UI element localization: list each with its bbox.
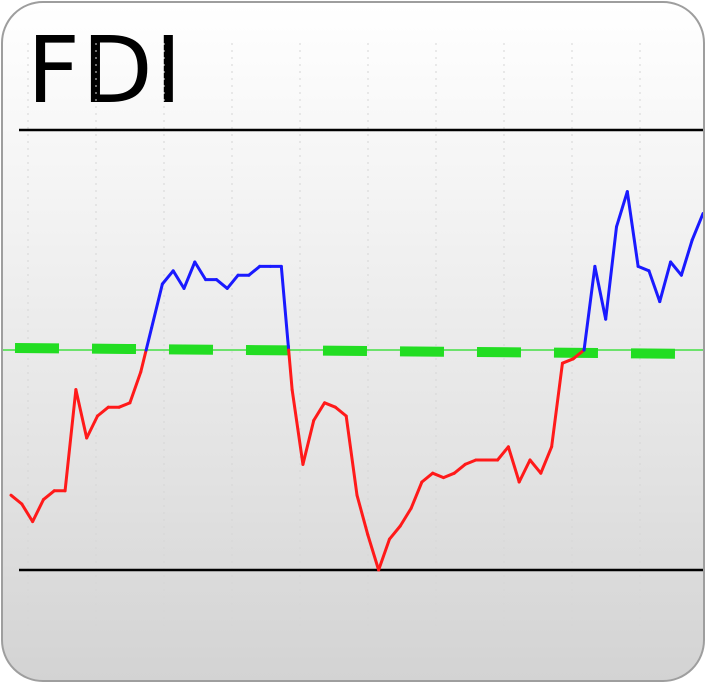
fdi-line-segment bbox=[139, 348, 148, 374]
fdi-line-segment bbox=[539, 445, 554, 475]
fdi-line-segment bbox=[463, 458, 478, 466]
fdi-line-segment bbox=[528, 458, 543, 475]
fdi-line-segment bbox=[323, 401, 337, 409]
fdi-line-segment bbox=[96, 405, 110, 418]
fdi-line-segment bbox=[496, 445, 510, 462]
fdi-line-segment bbox=[582, 264, 597, 352]
fdi-line-segment bbox=[117, 401, 132, 409]
fdi-line-segment bbox=[85, 414, 99, 440]
fdi-line-segment bbox=[442, 471, 456, 480]
fdi-line-segment bbox=[377, 537, 391, 572]
fdi-line-segment bbox=[452, 462, 467, 475]
fdi-line-segment bbox=[144, 326, 154, 352]
fdi-line-segment bbox=[387, 524, 402, 541]
fdi-line-segment bbox=[74, 388, 89, 440]
fdi-line-segment bbox=[287, 348, 294, 392]
fdi-line-segment bbox=[63, 388, 78, 493]
fdi-line-segment bbox=[625, 190, 640, 268]
fdi-line-segment bbox=[279, 264, 291, 352]
fdi-line-segment bbox=[506, 445, 521, 484]
fdi-line-segment bbox=[690, 212, 703, 242]
fdi-line-segment bbox=[593, 264, 608, 321]
fdi-line-segment bbox=[560, 357, 575, 365]
fdi-chart bbox=[3, 43, 703, 643]
fdi-line-segment bbox=[658, 260, 673, 304]
fdi-line-segment bbox=[669, 260, 683, 277]
fdi-line-segment bbox=[344, 414, 359, 497]
indicator-title: FDI bbox=[27, 17, 184, 124]
fdi-line-segment bbox=[150, 282, 164, 330]
fdi-line-segment bbox=[193, 260, 208, 282]
fdi-line-segment bbox=[409, 480, 424, 510]
fdi-line-segment bbox=[420, 471, 435, 484]
fdi-line-segment bbox=[333, 405, 348, 418]
fdi-line-segment bbox=[431, 471, 445, 480]
fdi-line-segment bbox=[355, 493, 370, 537]
threshold-dashed-line bbox=[14, 343, 703, 359]
fdi-line-segment bbox=[647, 269, 662, 304]
fdi-line-segment bbox=[571, 348, 586, 361]
fdi-line-segment bbox=[225, 273, 240, 290]
fdi-line-segment bbox=[182, 260, 197, 290]
fdi-line-segment bbox=[247, 264, 262, 277]
fdi-line-segment bbox=[9, 493, 24, 506]
fdi-line-segment bbox=[301, 418, 316, 466]
fdi-line-segment bbox=[366, 533, 381, 572]
fdi-line-segment bbox=[128, 370, 143, 405]
fdi-line-segment bbox=[636, 264, 651, 273]
fdi-line-segment bbox=[550, 361, 564, 449]
fdi-line-segment bbox=[312, 401, 327, 422]
fdi-line-segment bbox=[679, 238, 694, 277]
fdi-line-segment bbox=[20, 502, 35, 524]
fdi-line-segment bbox=[290, 388, 305, 466]
fdi-line-segment bbox=[160, 269, 175, 286]
fdi-line-segment bbox=[171, 269, 186, 290]
fdi-line-segment bbox=[398, 506, 413, 528]
fdi-line-segment bbox=[615, 190, 629, 229]
fdi-line-segment bbox=[41, 489, 56, 502]
fdi-line-segment bbox=[604, 225, 618, 321]
fdi-line-segment bbox=[517, 458, 532, 484]
fdi-line-segment bbox=[31, 498, 45, 524]
fdi-line-segment bbox=[214, 278, 229, 290]
